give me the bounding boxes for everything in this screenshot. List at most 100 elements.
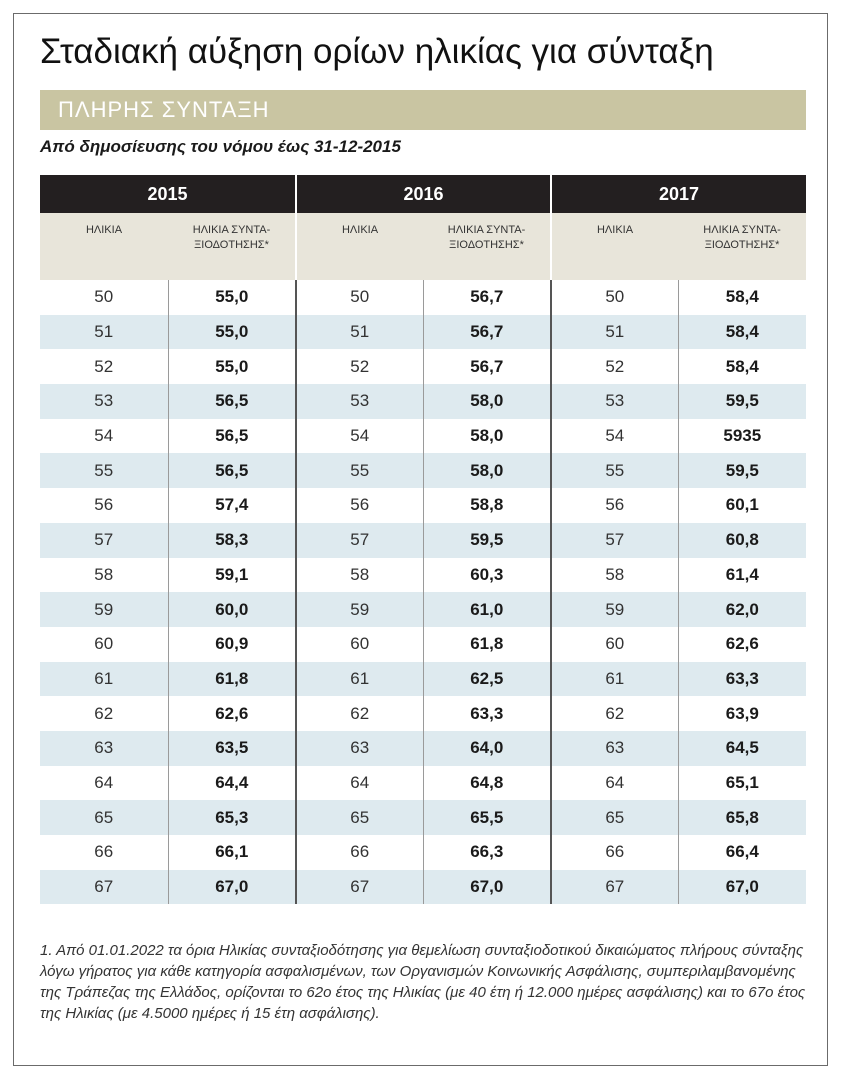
age-cell: 58 <box>40 557 168 593</box>
pension-age-cell: 62,0 <box>677 592 807 627</box>
age-cell: 61 <box>550 661 679 697</box>
pension-age-cell: 63,5 <box>167 730 297 766</box>
age-column-header: ΗΛΙΚΙΑ <box>40 213 168 280</box>
pension-age-cell: 55,0 <box>167 349 297 385</box>
pension-age-cell: 57,4 <box>167 488 297 523</box>
table-row: 63 63,5 63 64,0 63 64,5 <box>40 730 807 766</box>
pension-age-cell: 58,3 <box>167 522 297 558</box>
age-cell: 55 <box>40 453 168 489</box>
pension-age-column-header: ΗΛΙΚΙΑ ΣΥΝΤΑ- ΞΙΟΔΟΤΗΣΗΣ* <box>678 213 807 280</box>
age-cell: 58 <box>295 557 424 593</box>
age-cell: 59 <box>295 592 424 627</box>
age-column-header: ΗΛΙΚΙΑ <box>550 213 679 280</box>
age-cell: 57 <box>550 522 679 558</box>
retirement-age-table: 2015 2016 2017 ΗΛΙΚΙΑ ΗΛΙΚΙΑ ΣΥΝΤΑ- ΞΙΟΔΟ… <box>40 175 807 905</box>
pension-age-cell: 64,4 <box>167 765 297 801</box>
age-cell: 57 <box>40 522 168 558</box>
pension-header-line2: ΞΙΟΔΟΤΗΣΗΣ* <box>704 239 780 251</box>
age-cell: 61 <box>295 661 424 697</box>
pension-header-line1: ΗΛΙΚΙΑ ΣΥΝΤΑ- <box>447 224 526 236</box>
table-body: 50 55,0 50 56,7 50 58,4 51 55,0 51 56,7 51 58,4 52 55… <box>40 280 807 905</box>
section-banner: ΠΛΗΡΗΣ ΣΥΝΤΑΞΗ <box>40 90 806 130</box>
age-cell: 56 <box>550 488 679 523</box>
age-cell: 58 <box>550 557 679 593</box>
banner-label: ΠΛΗΡΗΣ ΣΥΝΤΑΞΗ <box>58 97 270 122</box>
table-row: 50 55,0 50 56,7 50 58,4 <box>40 280 807 315</box>
pension-age-cell: 67,0 <box>422 869 552 905</box>
age-cell: 54 <box>40 418 168 454</box>
pension-age-cell: 56,7 <box>422 280 552 315</box>
pension-age-cell: 61,4 <box>677 557 807 593</box>
age-cell: 63 <box>295 730 424 766</box>
age-cell: 67 <box>40 869 168 905</box>
pension-age-cell: 65,3 <box>167 800 297 835</box>
age-cell: 60 <box>295 626 424 662</box>
pension-age-cell: 63,9 <box>677 696 807 731</box>
pension-age-cell: 66,4 <box>677 835 807 870</box>
pension-age-cell: 60,3 <box>422 557 552 593</box>
pension-age-cell: 64,0 <box>422 730 552 766</box>
age-cell: 52 <box>40 349 168 385</box>
age-cell: 53 <box>295 384 424 419</box>
age-cell: 50 <box>550 280 679 315</box>
table-row: 67 67,0 67 67,0 67 67,0 <box>40 869 807 905</box>
pension-header-line1: ΗΛΙΚΙΑ ΣΥΝΤΑ- <box>192 224 271 236</box>
footnote: 1. Από 01.01.2022 τα όρια Ηλικίας συνταξ… <box>40 942 806 1022</box>
pension-header-line1: ΗΛΙΚΙΑ ΣΥΝΤΑ- <box>703 224 781 236</box>
age-cell: 62 <box>40 696 168 731</box>
age-cell: 67 <box>295 869 424 905</box>
age-cell: 53 <box>550 384 679 419</box>
age-cell: 50 <box>295 280 424 315</box>
page-title: Σταδιακή αύξηση ορίων ηλικίας για σύνταξ… <box>40 32 714 71</box>
pension-age-cell: 59,5 <box>677 453 807 489</box>
pension-age-cell: 60,9 <box>167 626 297 662</box>
pension-age-cell: 58,0 <box>422 418 552 454</box>
age-cell: 56 <box>295 488 424 523</box>
pension-age-cell: 55,0 <box>167 314 297 350</box>
table-row: 59 60,0 59 61,0 59 62,0 <box>40 592 807 627</box>
pension-age-cell: 65,1 <box>677 765 807 801</box>
pension-age-cell: 61,8 <box>167 661 297 697</box>
table-row: 58 59,1 58 60,3 58 61,4 <box>40 557 807 593</box>
age-cell: 60 <box>550 626 679 662</box>
table-row: 52 55,0 52 56,7 52 58,4 <box>40 349 807 385</box>
age-cell: 65 <box>550 800 679 835</box>
age-cell: 61 <box>40 661 168 697</box>
pension-age-column-header: ΗΛΙΚΙΑ ΣΥΝΤΑ- ΞΙΟΔΟΤΗΣΗΣ* <box>168 213 297 280</box>
age-cell: 67 <box>550 869 679 905</box>
pension-age-cell: 65,8 <box>677 800 807 835</box>
table-row: 65 65,3 65 65,5 65 65,8 <box>40 800 807 835</box>
pension-age-cell: 60,8 <box>677 522 807 558</box>
pension-age-cell: 56,5 <box>167 453 297 489</box>
age-cell: 55 <box>295 453 424 489</box>
pension-age-cell: 62,5 <box>422 661 552 697</box>
pension-age-cell: 67,0 <box>167 869 297 905</box>
age-cell: 56 <box>40 488 168 523</box>
age-cell: 65 <box>295 800 424 835</box>
pension-age-cell: 65,5 <box>422 800 552 835</box>
table-row: 56 57,4 56 58,8 56 60,1 <box>40 488 807 523</box>
year-header-2017: 2017 <box>550 175 807 213</box>
pension-age-cell: 58,4 <box>677 349 807 385</box>
age-cell: 59 <box>40 592 168 627</box>
table-row: 51 55,0 51 56,7 51 58,4 <box>40 314 807 350</box>
table-row: 62 62,6 62 63,3 62 63,9 <box>40 696 807 731</box>
year-header-row: 2015 2016 2017 <box>40 175 807 213</box>
age-cell: 60 <box>40 626 168 662</box>
age-cell: 63 <box>40 730 168 766</box>
pension-age-cell: 56,5 <box>167 384 297 419</box>
table-subtitle: Από δημοσίευσης του νόμου έως 31-12-2015 <box>40 137 401 156</box>
pension-age-cell: 63,3 <box>677 661 807 697</box>
pension-age-cell: 66,1 <box>167 835 297 870</box>
pension-age-column-header: ΗΛΙΚΙΑ ΣΥΝΤΑ- ΞΙΟΔΟΤΗΣΗΣ* <box>423 213 552 280</box>
pension-age-cell: 59,1 <box>167 557 297 593</box>
pension-age-cell: 58,4 <box>677 314 807 350</box>
pension-age-cell: 58,0 <box>422 453 552 489</box>
pension-age-cell: 55,0 <box>167 280 297 315</box>
table-row: 55 56,5 55 58,0 55 59,5 <box>40 453 807 489</box>
year-header-2015: 2015 <box>40 175 297 213</box>
pension-age-cell: 60,1 <box>677 488 807 523</box>
table-row: 57 58,3 57 59,5 57 60,8 <box>40 522 807 558</box>
table-row: 61 61,8 61 62,5 61 63,3 <box>40 661 807 697</box>
column-header-row: ΗΛΙΚΙΑ ΗΛΙΚΙΑ ΣΥΝΤΑ- ΞΙΟΔΟΤΗΣΗΣ* ΗΛΙΚΙΑ Η… <box>40 213 807 280</box>
